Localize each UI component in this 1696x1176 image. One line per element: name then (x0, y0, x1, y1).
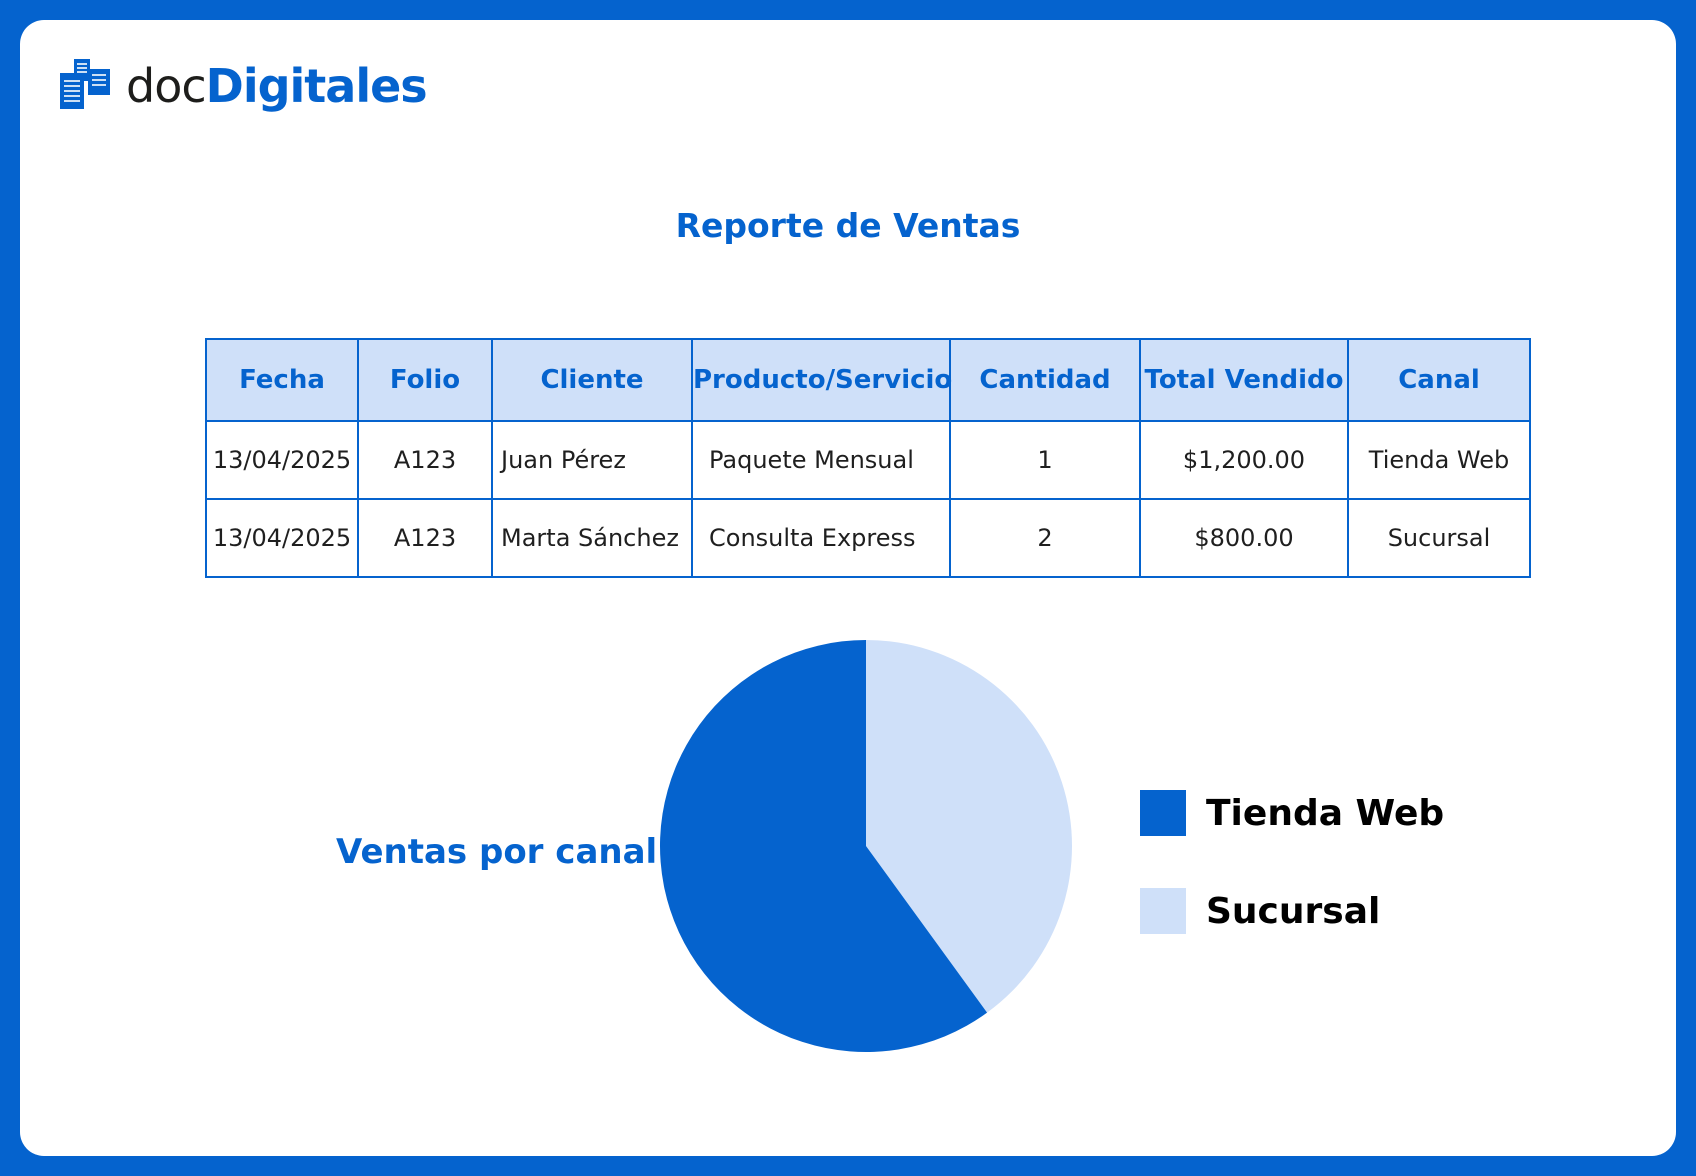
header-canal: Canal (1347, 338, 1531, 422)
cell-cliente: Marta Sánchez (491, 498, 693, 578)
report-card: docDigitales Reporte de Ventas Fecha Fol… (20, 20, 1676, 1156)
header-producto: Producto/Servicio (691, 338, 952, 422)
cell-total: $1,200.00 (1139, 420, 1349, 500)
table-row: 13/04/2025 A123 Juan Pérez Paquete Mensu… (205, 420, 1531, 500)
table-header-row: Fecha Folio Cliente Producto/Servicio Ca… (205, 338, 1531, 422)
cell-cliente: Juan Pérez (491, 420, 693, 500)
legend-item-sucursal: Sucursal (1140, 888, 1444, 934)
header-total: Total Vendido (1139, 338, 1349, 422)
sales-table: Fecha Folio Cliente Producto/Servicio Ca… (205, 338, 1531, 578)
legend-swatch (1140, 888, 1186, 934)
legend-item-tienda-web: Tienda Web (1140, 790, 1444, 836)
cell-cantidad: 1 (949, 420, 1141, 500)
header-cantidad: Cantidad (949, 338, 1141, 422)
cell-cantidad: 2 (949, 498, 1141, 578)
chart-legend: Tienda Web Sucursal (1140, 790, 1444, 986)
cell-canal: Sucursal (1347, 498, 1531, 578)
cell-producto: Consulta Express (691, 498, 951, 578)
header-fecha: Fecha (205, 338, 359, 422)
brand-logo: docDigitales (60, 56, 428, 116)
cell-folio: A123 (357, 498, 493, 578)
brand-name-part2: Digitales (205, 59, 428, 113)
brand-name-part1: doc (126, 59, 207, 113)
cell-folio: A123 (357, 420, 493, 500)
legend-label: Tienda Web (1206, 792, 1445, 834)
document-stack-icon (60, 59, 110, 109)
header-cliente: Cliente (491, 338, 693, 422)
cell-total: $800.00 (1139, 498, 1349, 578)
table-row: 13/04/2025 A123 Marta Sánchez Consulta E… (205, 498, 1531, 578)
cell-fecha: 13/04/2025 (205, 498, 359, 578)
legend-label: Sucursal (1206, 890, 1381, 932)
chart-title: Ventas por canal (336, 832, 658, 872)
cell-producto: Paquete Mensual (691, 420, 951, 500)
pie-slice-tienda-web (659, 640, 988, 1052)
report-title: Reporte de Ventas (675, 206, 1021, 245)
cell-canal: Tienda Web (1347, 420, 1531, 500)
legend-swatch (1140, 790, 1186, 836)
pie-slice-sucursal (866, 640, 1072, 1013)
pie-chart (659, 640, 1072, 1052)
cell-fecha: 13/04/2025 (205, 420, 359, 500)
header-folio: Folio (357, 338, 493, 422)
brand-name: docDigitales (126, 63, 428, 109)
